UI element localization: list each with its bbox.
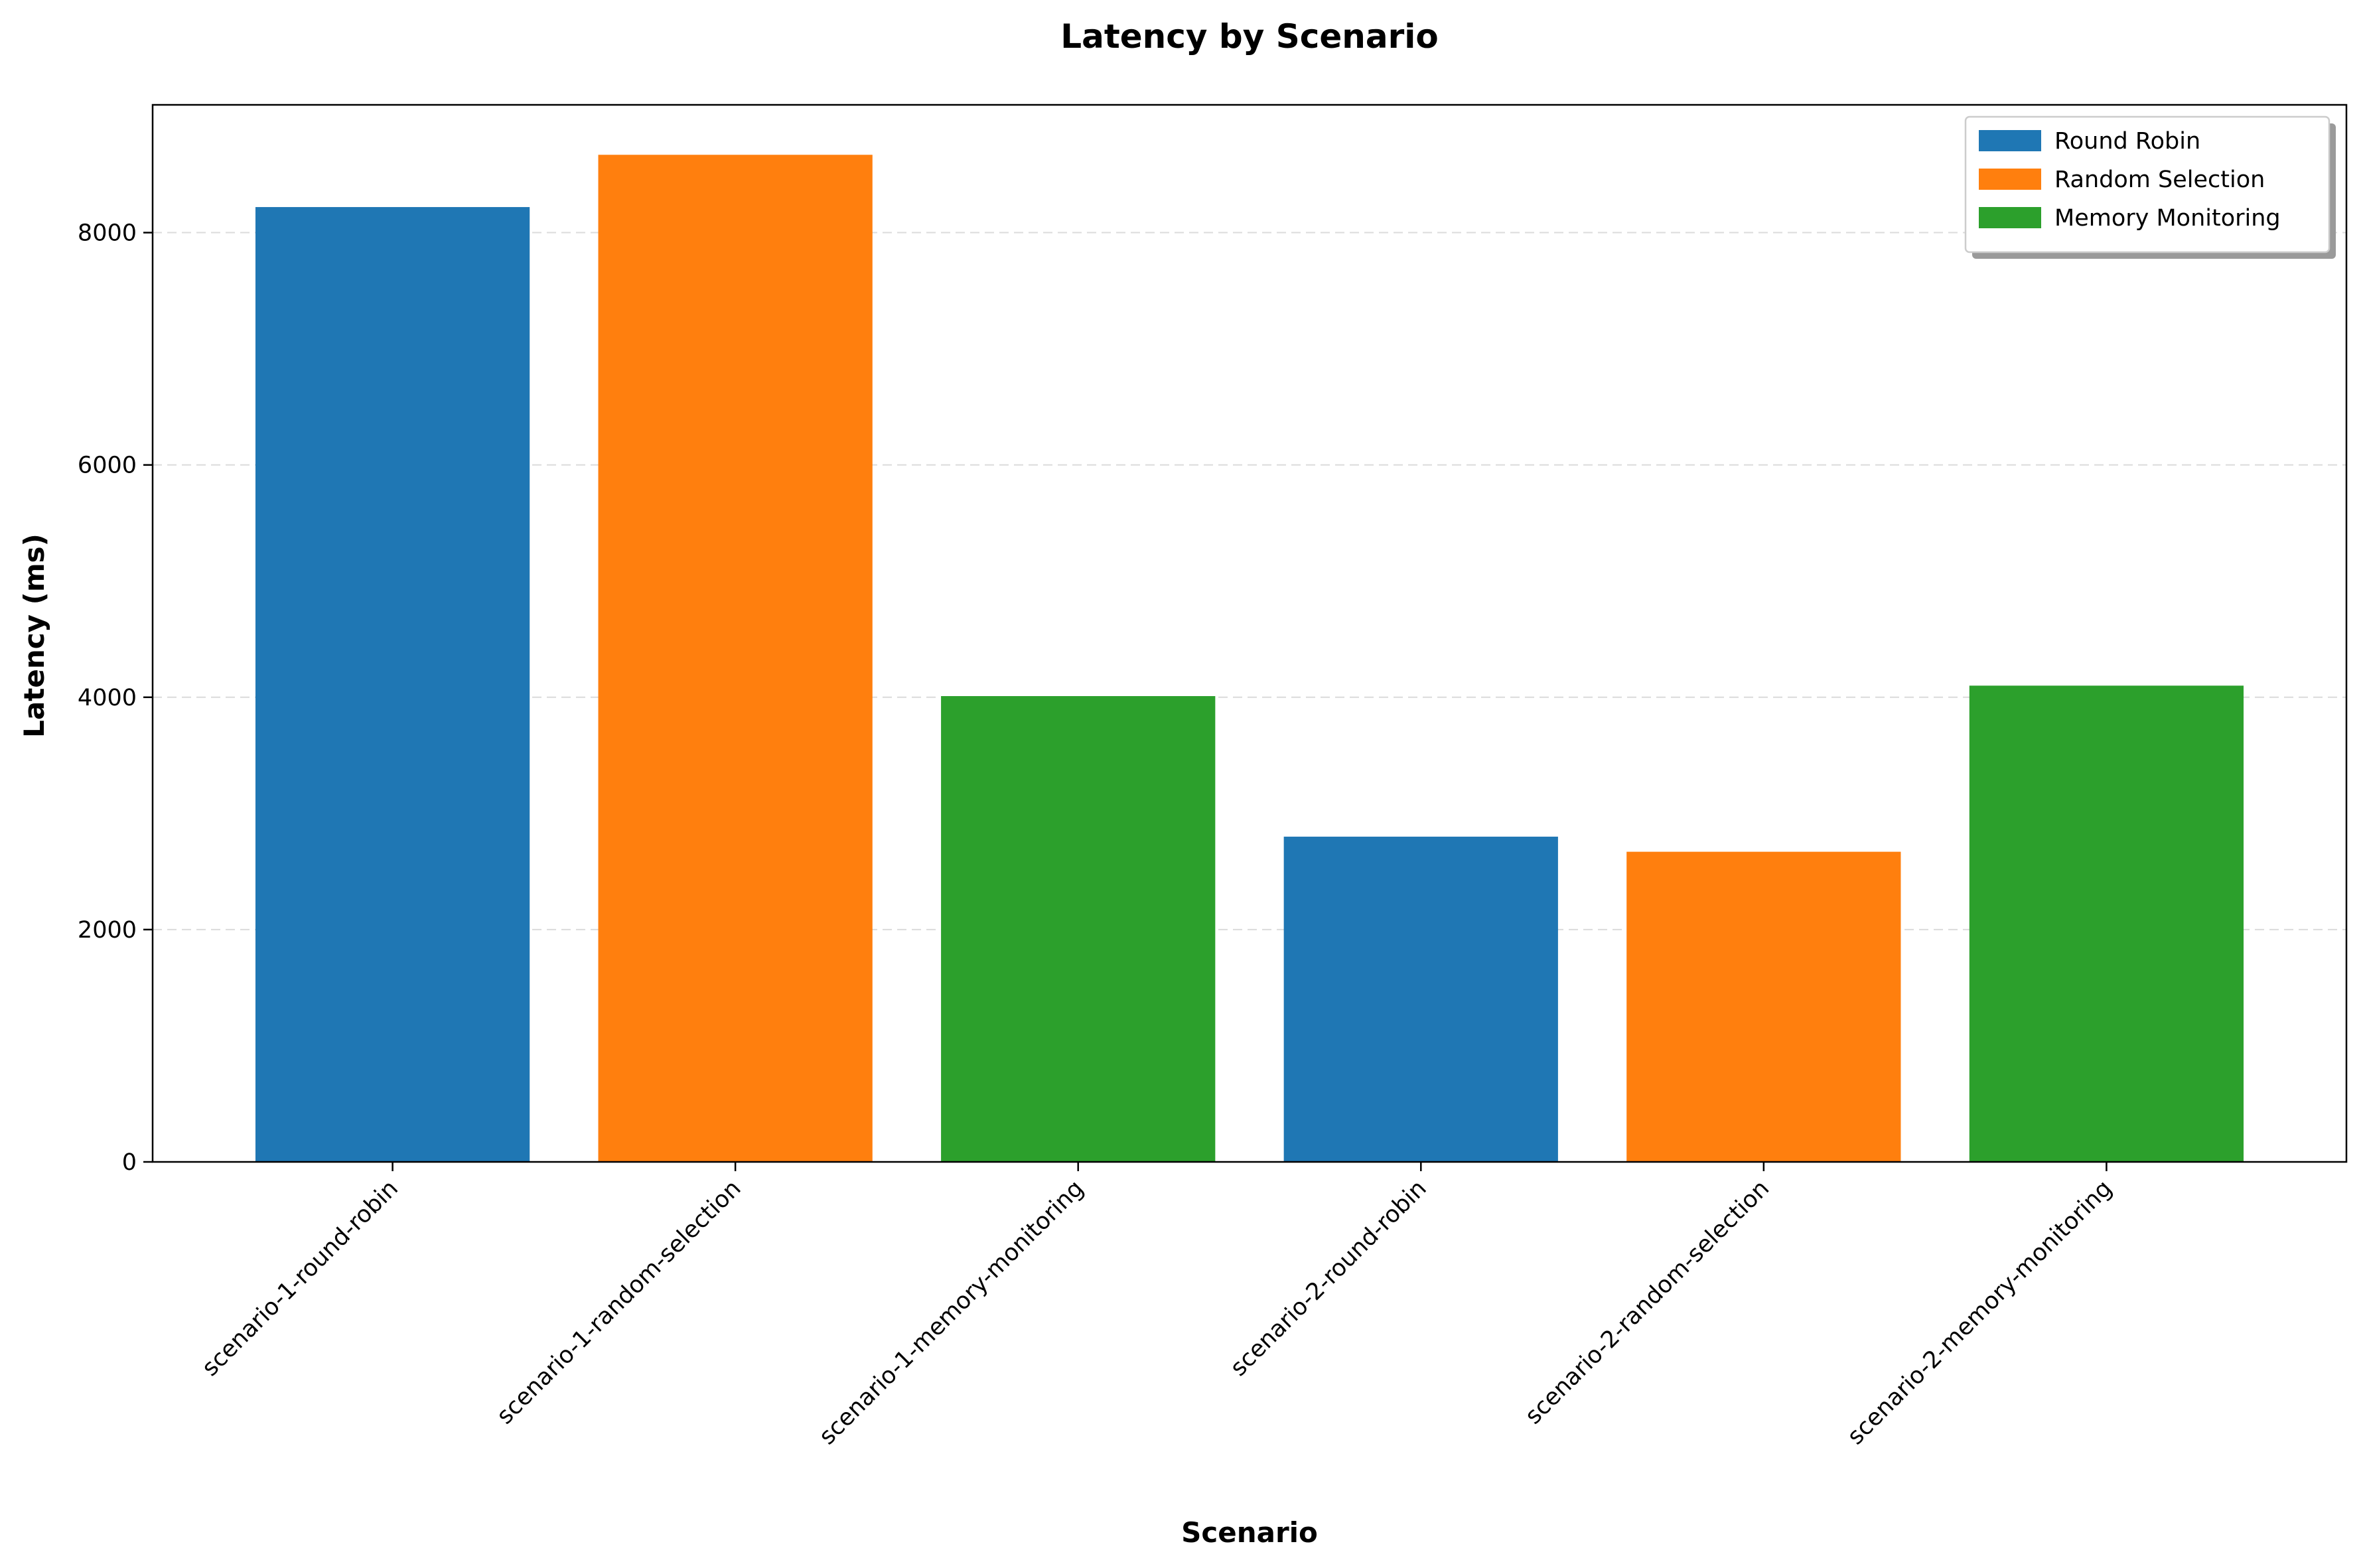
legend-entries: Round Robin Random Selection Memory Monito… <box>1979 128 2281 232</box>
legend-label: Random Selection <box>2054 167 2265 193</box>
x-axis-title: Scenario <box>1181 1516 1318 1549</box>
y-tick-label: 2000 <box>78 917 137 944</box>
legend-swatch <box>1979 169 2041 190</box>
legend-box <box>1964 115 2330 253</box>
legend-swatch <box>1979 130 2041 151</box>
legend: Round Robin Random Selection Memory Monito… <box>1964 115 2336 259</box>
bars <box>255 155 2244 1162</box>
bar-scenario-2-memory-monitoring <box>1969 685 2244 1162</box>
bar-scenario-1-round-robin <box>255 207 530 1162</box>
bar-scenario-2-round-robin <box>1283 836 1558 1162</box>
legend-label: Memory Monitoring <box>2054 205 2281 232</box>
y-tick-label: 8000 <box>78 220 137 247</box>
bar-scenario-1-random-selection <box>598 155 873 1162</box>
chart-title: Latency by Scenario <box>1060 17 1438 56</box>
y-tick-label: 6000 <box>78 453 137 479</box>
y-tick-label: 4000 <box>78 685 137 711</box>
y-axis-title: Latency (ms) <box>18 534 50 738</box>
plot-area-frame <box>151 104 2348 1163</box>
legend-label: Round Robin <box>2054 128 2200 155</box>
bar-scenario-1-memory-monitoring <box>941 696 1216 1162</box>
bar-scenario-2-random-selection <box>1626 851 1901 1162</box>
legend-swatch <box>1979 207 2041 228</box>
y-axis-ticks: 0 2000 4000 6000 8000 <box>78 220 153 1176</box>
y-tick-label: 0 <box>122 1149 137 1176</box>
